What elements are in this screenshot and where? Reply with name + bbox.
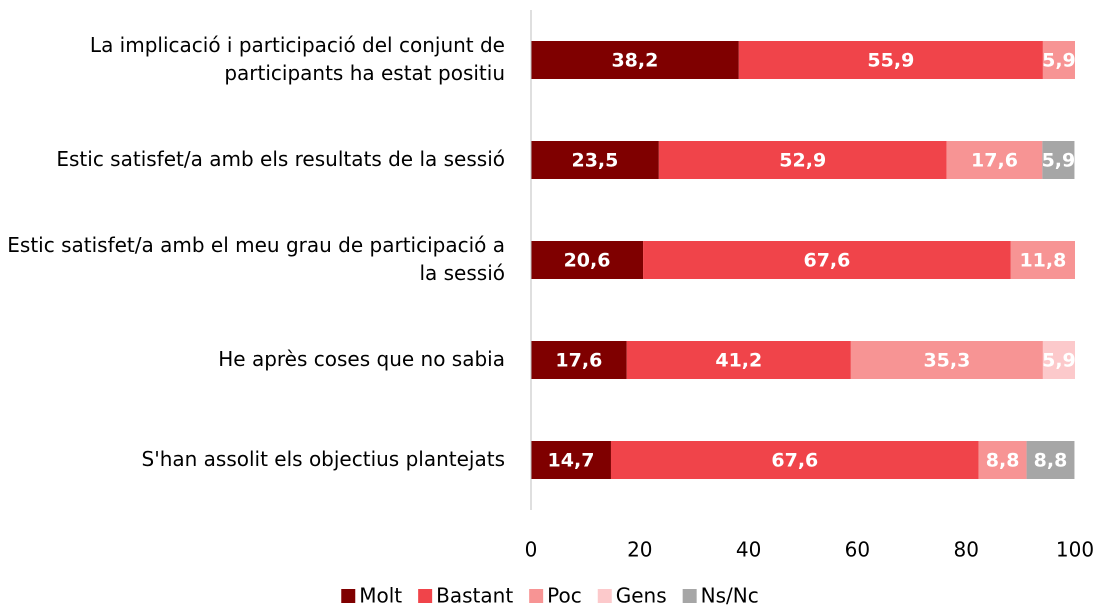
value-label: 5,9 (1042, 350, 1076, 372)
legend-swatch (597, 589, 612, 603)
category-label: S'han assolit els objectius plantejats (142, 447, 506, 471)
value-label: 17,6 (971, 150, 1018, 172)
value-label: 20,6 (564, 250, 611, 272)
value-label: 52,9 (779, 150, 826, 172)
bar-segment (978, 441, 1027, 479)
legend-label: Gens (616, 584, 667, 607)
bar-segment (531, 41, 739, 79)
value-label: 5,9 (1042, 50, 1076, 72)
bar-segment (946, 141, 1043, 179)
legend-swatch (682, 589, 697, 603)
value-label: 8,8 (1034, 450, 1068, 472)
bar-segment (738, 41, 1043, 79)
category-label: La implicació i participació del conjunt… (90, 33, 505, 85)
bar-segment (658, 141, 947, 179)
category-label: Estic satisfet/a amb els resultats de la… (56, 147, 505, 171)
value-label: 5,9 (1042, 150, 1076, 172)
value-label: 14,7 (548, 450, 595, 472)
value-label: 67,6 (771, 450, 818, 472)
bars: 38,2 55,9 5,9 23,5 52,9 17,6 5,9 20,6 67,6 11,8 17… (531, 41, 1076, 479)
legend-label: Bastant (436, 584, 513, 607)
value-label: 35,3 (923, 350, 970, 372)
category-label: He après coses que no sabia (218, 347, 505, 371)
bar-segment (1026, 441, 1075, 479)
value-label: 38,2 (611, 50, 658, 72)
x-tick-label: 0 (525, 538, 538, 562)
bar-segment (1010, 241, 1075, 279)
x-tick-label: 20 (627, 538, 652, 562)
legend-label: Ns/Nc (701, 584, 759, 607)
value-label: 41,2 (715, 350, 762, 372)
value-label: 8,8 (986, 450, 1020, 472)
legend-swatch (529, 589, 544, 603)
bar-segment (531, 141, 659, 179)
bar-segment (1042, 141, 1075, 179)
bar-segment (1042, 41, 1075, 79)
value-label: 55,9 (867, 50, 914, 72)
value-label: 17,6 (555, 350, 602, 372)
bar-segment (626, 341, 851, 379)
value-label: 11,8 (1019, 250, 1066, 272)
value-label: 23,5 (571, 150, 618, 172)
bar-segment (531, 441, 611, 479)
value-label: 67,6 (803, 250, 850, 272)
bar-segment (610, 441, 979, 479)
x-tick-label: 80 (953, 538, 978, 562)
legend-swatch (418, 589, 433, 603)
legend-label: Poc (547, 584, 582, 607)
x-tick-label: 60 (845, 538, 870, 562)
bar-segment (643, 241, 1011, 279)
legend-label: Molt (359, 584, 402, 607)
bar-segment (531, 341, 627, 379)
x-tick-label: 100 (1056, 538, 1094, 562)
x-tick-label: 40 (736, 538, 761, 562)
legend: Molt Bastant Poc Gens Ns/Nc (341, 584, 759, 607)
category-label: Estic satisfet/a amb el meu grau de part… (7, 233, 505, 285)
bar-segment (1042, 341, 1075, 379)
bar-segment (531, 241, 644, 279)
legend-swatch (341, 589, 356, 603)
bar-segment (850, 341, 1043, 379)
